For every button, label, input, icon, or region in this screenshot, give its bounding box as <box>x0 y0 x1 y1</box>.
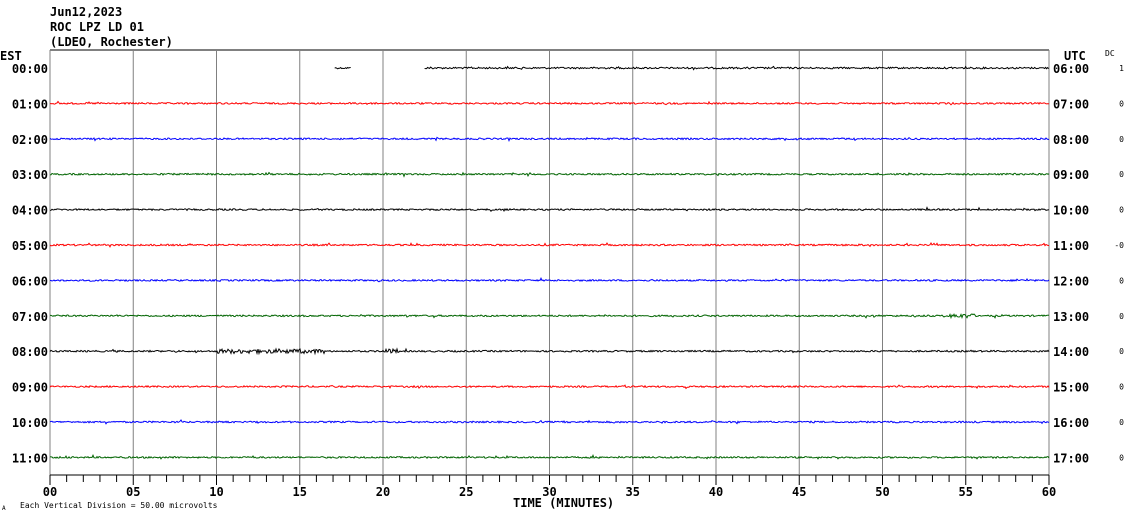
dc-value: 0 <box>1119 135 1124 144</box>
est-hour-label: 01:00 <box>12 97 48 111</box>
utc-hour-label: 15:00 <box>1053 381 1089 395</box>
dc-value: 0 <box>1119 418 1124 427</box>
est-hour-label: 05:00 <box>12 239 48 253</box>
scale-note: Each Vertical Division = 50.00 microvolt… <box>20 501 218 510</box>
utc-axis-label: UTC <box>1064 49 1086 63</box>
station-label: ROC LPZ LD 01 <box>50 20 144 34</box>
x-tick-label: 35 <box>626 485 640 499</box>
est-hour-label: 06:00 <box>12 274 48 288</box>
est-hour-label: 02:00 <box>12 133 48 147</box>
est-hour-label: 08:00 <box>12 345 48 359</box>
x-axis-title: TIME (MINUTES) <box>513 496 614 510</box>
x-tick-label: 25 <box>459 485 473 499</box>
x-tick-label: 05 <box>126 485 140 499</box>
dc-value: 0 <box>1119 206 1124 215</box>
corner-mark: A <box>2 505 6 512</box>
est-hour-label: 00:00 <box>12 62 48 76</box>
x-tick-label: 15 <box>293 485 307 499</box>
dc-value: 0 <box>1119 383 1124 392</box>
est-hour-label: 10:00 <box>12 416 48 430</box>
x-tick-label: 55 <box>959 485 973 499</box>
seismic-trace <box>335 68 351 69</box>
x-tick-label: 10 <box>209 485 223 499</box>
helicorder-chart: Jun12,2023 ROC LPZ LD 01 (LDEO, Rocheste… <box>0 0 1130 519</box>
utc-hour-label: 13:00 <box>1053 310 1089 324</box>
utc-hour-label: 10:00 <box>1053 204 1089 218</box>
utc-hour-label: 12:00 <box>1053 274 1089 288</box>
network-label: (LDEO, Rochester) <box>50 35 173 49</box>
dc-value: 1 <box>1119 64 1124 73</box>
est-hour-label: 04:00 <box>12 204 48 218</box>
x-tick-label: 60 <box>1042 485 1056 499</box>
est-hour-label: 11:00 <box>12 451 48 465</box>
dc-value: 0 <box>1119 170 1124 179</box>
est-hour-label: 09:00 <box>12 381 48 395</box>
dc-value: 0 <box>1119 347 1124 356</box>
x-tick-label: 00 <box>43 485 57 499</box>
dc-value: 0 <box>1119 453 1124 462</box>
dc-value: 0 <box>1119 312 1124 321</box>
x-tick-label: 45 <box>792 485 806 499</box>
est-hour-label: 03:00 <box>12 168 48 182</box>
dc-value: 0 <box>1119 276 1124 285</box>
date-label: Jun12,2023 <box>50 5 122 19</box>
x-tick-label: 20 <box>376 485 390 499</box>
utc-hour-label: 11:00 <box>1053 239 1089 253</box>
est-hour-label: 07:00 <box>12 310 48 324</box>
est-axis-label: EST <box>0 49 22 63</box>
dc-value: 0 <box>1119 99 1124 108</box>
x-tick-label: 50 <box>875 485 889 499</box>
seismic-trace <box>425 67 1049 70</box>
x-tick-label: 30 <box>542 485 556 499</box>
dc-label: DC <box>1105 49 1115 58</box>
utc-hour-label: 06:00 <box>1053 62 1089 76</box>
utc-hour-label: 17:00 <box>1053 451 1089 465</box>
utc-hour-label: 08:00 <box>1053 133 1089 147</box>
utc-hour-label: 07:00 <box>1053 97 1089 111</box>
utc-hour-label: 14:00 <box>1053 345 1089 359</box>
utc-hour-label: 16:00 <box>1053 416 1089 430</box>
utc-hour-label: 09:00 <box>1053 168 1089 182</box>
x-tick-label: 40 <box>709 485 723 499</box>
dc-value: -0 <box>1114 241 1124 250</box>
